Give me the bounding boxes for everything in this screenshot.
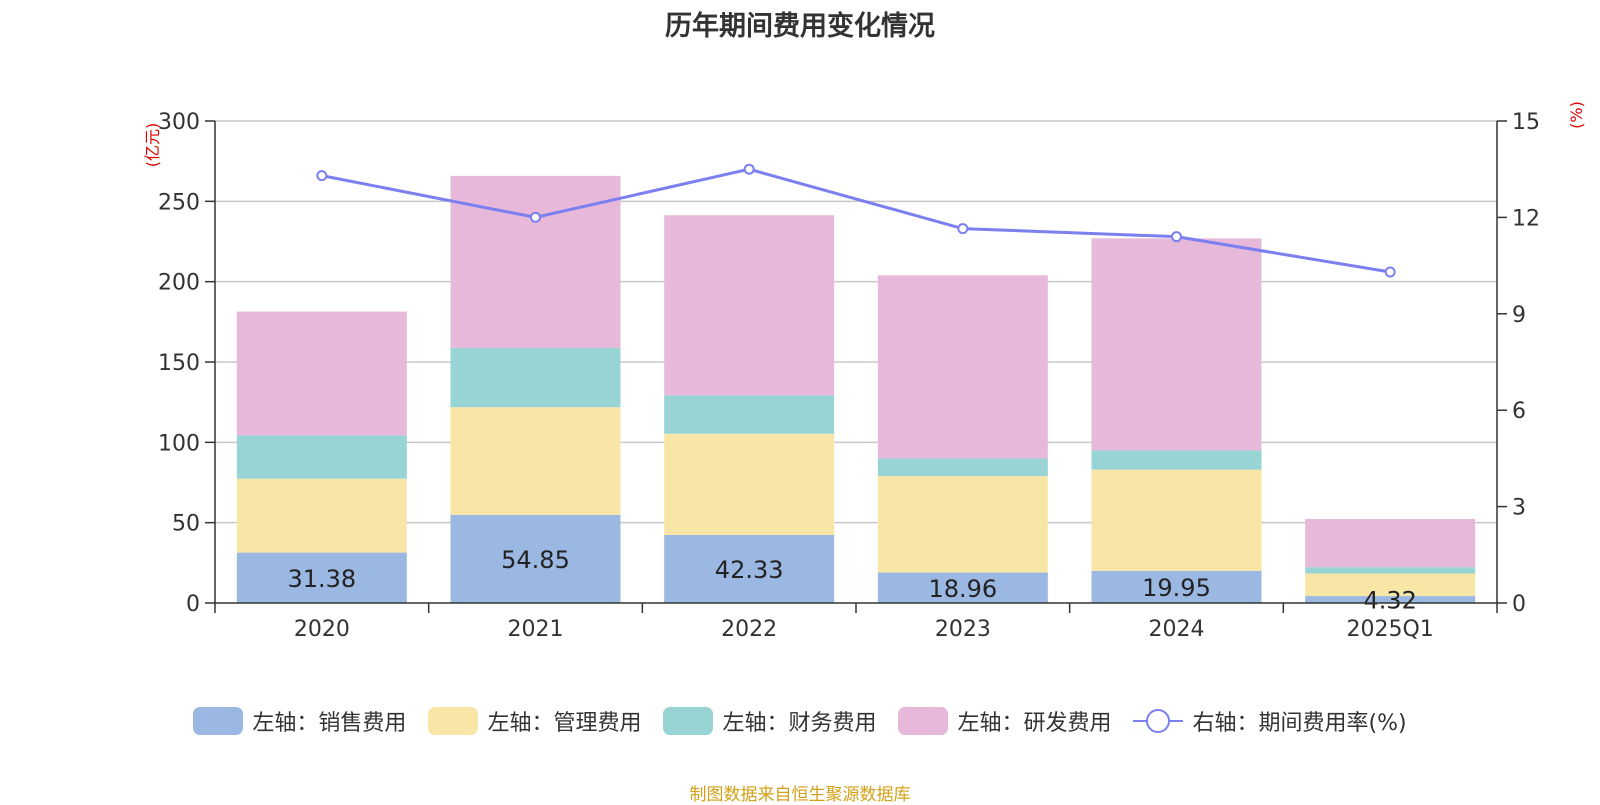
bar-1-2025Q1 bbox=[1305, 596, 1476, 603]
legend-label: 左轴：销售费用 bbox=[252, 711, 407, 736]
legend-swatch bbox=[428, 707, 479, 735]
legend-item-4[interactable]: 左轴：研发费用 bbox=[898, 705, 1111, 737]
y-right-tick-label: 6 bbox=[1512, 399, 1526, 424]
bar-data-labels: 31.38 54.85 42.33 18.96 19.95 4.32 bbox=[287, 546, 1416, 615]
bar-2-2024 bbox=[1091, 469, 1262, 571]
legend-swatch bbox=[193, 707, 244, 735]
legend-item-1[interactable]: 左轴：销售费用 bbox=[193, 705, 406, 737]
axes: 0 50 100 150 200 250 300 0 3 6 9 12 15 2020 2021 2022 20… bbox=[143, 101, 1586, 642]
data-label: 31.38 bbox=[287, 565, 356, 593]
bar-3-2021 bbox=[450, 347, 621, 408]
grid-lines bbox=[215, 120, 1497, 524]
rate-point-2021 bbox=[530, 211, 541, 223]
rate-line-series bbox=[316, 163, 1396, 278]
bar-2-2020 bbox=[236, 478, 407, 553]
rate-point-2025Q1 bbox=[1384, 266, 1396, 278]
bar-1-2021 bbox=[450, 514, 621, 603]
y-left-tick-label: 300 bbox=[158, 110, 200, 135]
y-right-tick-label: 12 bbox=[1512, 206, 1540, 231]
y-right-tick-label: 15 bbox=[1512, 110, 1540, 135]
bar-4-2020 bbox=[236, 311, 407, 436]
y-left-tick-label: 200 bbox=[158, 271, 200, 296]
bar-4-2022 bbox=[664, 215, 835, 396]
rate-point-2020 bbox=[316, 170, 328, 182]
bar-1-2023 bbox=[877, 572, 1048, 603]
y-right-axis-label: (%) bbox=[1567, 101, 1586, 129]
legend-item-3[interactable]: 左轴：财务费用 bbox=[663, 705, 876, 737]
bar-3-2020 bbox=[236, 435, 407, 479]
legend-label: 右轴：期间费用率(%) bbox=[1192, 711, 1407, 736]
y-right-tick-label: 3 bbox=[1512, 496, 1526, 521]
data-label: 19.95 bbox=[1142, 574, 1211, 602]
y-left-tick-label: 0 bbox=[186, 592, 200, 617]
legend-swatch bbox=[663, 707, 714, 735]
y-left-tick-label: 100 bbox=[158, 431, 200, 456]
data-label: 18.96 bbox=[928, 575, 997, 603]
x-tick-label: 2024 bbox=[1149, 617, 1205, 642]
rate-point-2024 bbox=[1171, 231, 1182, 243]
source-note: 制图数据来自恒生聚源数据库 bbox=[689, 785, 911, 805]
legend-line-icon bbox=[1133, 707, 1184, 735]
bar-3-2023 bbox=[877, 458, 1048, 477]
rate-line bbox=[321, 167, 1391, 274]
y-left-tick-label: 150 bbox=[158, 351, 200, 376]
legend-label: 左轴：研发费用 bbox=[957, 711, 1112, 736]
legend-item-2[interactable]: 左轴：管理费用 bbox=[428, 705, 641, 737]
bar-1-2020 bbox=[236, 552, 407, 603]
x-tick-label: 2021 bbox=[508, 617, 564, 642]
bar-1-2024 bbox=[1091, 570, 1262, 603]
chart-title: 历年期间费用变化情况 bbox=[665, 11, 935, 42]
legend-item-line[interactable]: 右轴：期间费用率(%) bbox=[1133, 705, 1407, 737]
legend-swatch bbox=[898, 707, 949, 735]
rate-point-2023 bbox=[957, 223, 969, 235]
data-label: 42.33 bbox=[715, 556, 784, 584]
bar-4-2025Q1 bbox=[1305, 518, 1476, 568]
bar-1-2022 bbox=[664, 534, 835, 603]
data-label: 54.85 bbox=[501, 546, 570, 574]
legend: 左轴：销售费用 左轴：管理费用 左轴：财务费用 左轴：研发费用 右轴：期间费用率(%) bbox=[0, 705, 1600, 737]
y-left-axis-label: (亿元) bbox=[143, 123, 162, 168]
y-left-tick-label: 250 bbox=[158, 190, 200, 215]
x-tick-label: 2022 bbox=[721, 617, 777, 642]
bar-4-2023 bbox=[877, 275, 1048, 459]
bar-3-2022 bbox=[664, 395, 835, 434]
bar-series bbox=[236, 175, 1476, 603]
x-tick-label: 2020 bbox=[294, 617, 350, 642]
bar-2-2021 bbox=[450, 407, 621, 515]
data-label: 4.32 bbox=[1363, 587, 1416, 615]
legend-label: 左轴：财务费用 bbox=[722, 711, 877, 736]
bar-2-2023 bbox=[877, 476, 1048, 573]
x-tick-label: 2025Q1 bbox=[1347, 617, 1434, 642]
y-right-tick-label: 0 bbox=[1512, 592, 1526, 617]
bar-4-2021 bbox=[450, 175, 621, 348]
legend-label: 左轴：管理费用 bbox=[487, 711, 642, 736]
rate-point-2022 bbox=[743, 163, 755, 175]
x-tick-label: 2023 bbox=[935, 617, 991, 642]
bar-3-2024 bbox=[1091, 450, 1262, 470]
y-right-tick-label: 9 bbox=[1512, 303, 1526, 328]
y-left-tick-label: 50 bbox=[172, 512, 200, 537]
bar-4-2024 bbox=[1091, 238, 1262, 451]
bar-3-2025Q1 bbox=[1305, 567, 1476, 574]
bar-2-2022 bbox=[664, 433, 835, 535]
bar-2-2025Q1 bbox=[1305, 573, 1476, 597]
